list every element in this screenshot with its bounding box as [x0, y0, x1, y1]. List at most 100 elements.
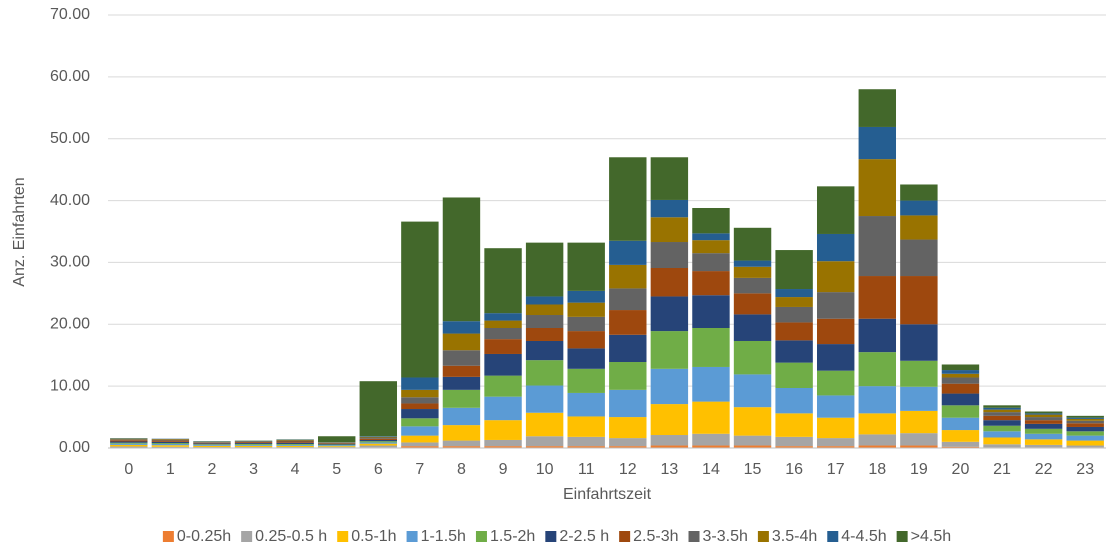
- bar-segment: [276, 444, 314, 446]
- bar-segment: [609, 157, 647, 241]
- bar-segment: [525, 360, 564, 386]
- bar-segment: [775, 340, 813, 363]
- bar-segment: [567, 436, 605, 447]
- bar-segment: [858, 89, 897, 127]
- bar-segment: [484, 446, 522, 448]
- bar-segment: [567, 446, 605, 448]
- bar-segment: [900, 239, 938, 277]
- bar-segment: [193, 444, 231, 446]
- bar-segment: [983, 444, 1021, 448]
- x-tick-label: 20: [952, 461, 970, 478]
- legend-label: 3-3.5h: [703, 528, 748, 545]
- bar-segment: [484, 375, 522, 397]
- bar-segment: [858, 352, 897, 387]
- bar-segment: [1066, 426, 1104, 432]
- bar-segment: [151, 439, 190, 440]
- bar-segment: [941, 377, 980, 384]
- bar-segment: [276, 440, 314, 442]
- bar-segment: [193, 445, 231, 448]
- bar-segment: [983, 407, 1021, 410]
- bar-segment: [442, 197, 481, 322]
- bar-segment: [650, 242, 689, 268]
- bar-segment: [816, 186, 855, 234]
- bar-segment: [692, 240, 730, 254]
- bar-segment: [317, 444, 356, 446]
- bar-segment: [900, 410, 938, 434]
- x-tick-label: 1: [166, 461, 175, 478]
- bar-segment: [442, 407, 481, 426]
- bar-segment: [193, 442, 231, 444]
- bar-segment: [692, 253, 730, 272]
- bar-segment: [941, 373, 980, 378]
- bar-segment: [609, 417, 647, 439]
- bar-segment: [1066, 440, 1104, 446]
- x-axis-title: Einfahrtszeit: [563, 486, 652, 503]
- bar-segment: [525, 315, 564, 328]
- bar-segment: [234, 443, 273, 445]
- bar-segment: [900, 445, 938, 448]
- bar-segment: [816, 261, 855, 293]
- bar-segment: [401, 221, 439, 378]
- bar-segment: [858, 445, 897, 448]
- bar-segment: [401, 377, 439, 390]
- bar-segment: [900, 200, 938, 216]
- bar-segment: [692, 445, 730, 448]
- bar-segment: [567, 416, 605, 437]
- bar-segment: [1024, 417, 1063, 421]
- bar-segment: [900, 360, 938, 387]
- bar-segment: [234, 444, 273, 446]
- bar-segment: [941, 441, 980, 447]
- bar-segment: [567, 331, 605, 349]
- x-tick-label: 4: [291, 461, 300, 478]
- bar-segment: [816, 438, 855, 447]
- bar-segment: [1024, 428, 1063, 434]
- bar-segment: [234, 443, 273, 444]
- bar-segment: [650, 404, 689, 436]
- bar-segment: [567, 302, 605, 317]
- bar-segment: [151, 445, 190, 447]
- bar-segment: [484, 420, 522, 440]
- bar-segment: [151, 443, 190, 444]
- legend-label: 2-2.5 h: [559, 528, 609, 545]
- bar-segment: [650, 267, 689, 297]
- bar-segment: [733, 293, 772, 315]
- bar-segment: [567, 392, 605, 417]
- bar-segment: [110, 438, 148, 440]
- x-tick-label: 17: [827, 461, 845, 478]
- bar-segment: [692, 433, 730, 446]
- x-tick-label: 11: [578, 461, 595, 478]
- y-axis-title: Anz. Einfahrten: [11, 177, 28, 286]
- bar-segment: [110, 446, 148, 448]
- bar-segment: [401, 442, 439, 447]
- bar-segment: [733, 260, 772, 267]
- bar-segment: [1024, 414, 1063, 418]
- bar-segment: [234, 447, 273, 448]
- bar-segment: [442, 365, 481, 377]
- bar-segment: [525, 340, 564, 361]
- y-tick-label: 10.00: [50, 377, 90, 394]
- bar-segment: [900, 184, 938, 201]
- bar-segment: [442, 321, 481, 334]
- bar-segment: [609, 334, 647, 363]
- bar-segment: [567, 368, 605, 393]
- bar-segment: [775, 306, 813, 323]
- y-tick-label: 60.00: [50, 68, 90, 85]
- bar-segment: [609, 264, 647, 289]
- bar-segment: [193, 447, 231, 448]
- bar-segment: [609, 310, 647, 335]
- bar-segment: [858, 413, 897, 435]
- bar-segment: [733, 314, 772, 341]
- bar-segment: [692, 295, 730, 328]
- bar-segment: [609, 446, 647, 448]
- legend-swatch: [337, 531, 349, 542]
- bar-segment: [1066, 418, 1104, 421]
- bar-segment: [900, 386, 938, 411]
- x-tick-label: 3: [249, 461, 258, 478]
- bar-segment: [941, 364, 980, 371]
- bar-segment: [609, 288, 647, 311]
- bar-segment: [858, 159, 897, 217]
- bar-segment: [650, 331, 689, 369]
- bar-segment: [442, 350, 481, 366]
- y-tick-label: 50.00: [50, 130, 90, 147]
